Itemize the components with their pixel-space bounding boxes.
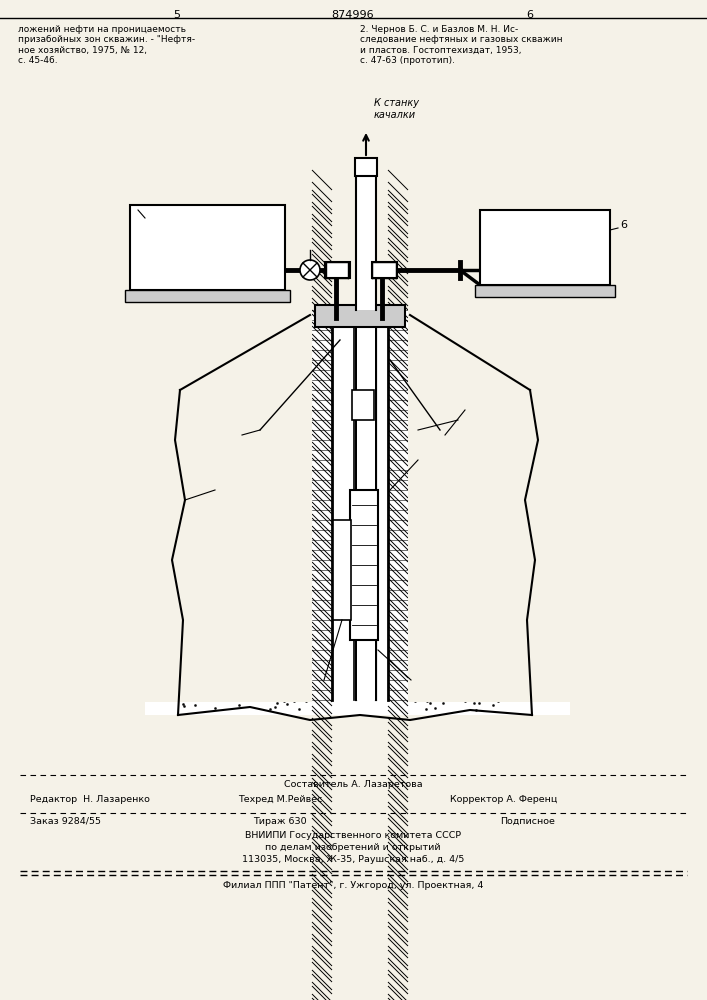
Text: Составитель А. Лазаретова: Составитель А. Лазаретова — [284, 780, 422, 789]
Bar — [315, 305, 405, 327]
Text: 874996: 874996 — [332, 10, 374, 20]
Bar — [312, 310, 408, 700]
Text: К станку
качалки: К станку качалки — [374, 98, 419, 120]
Bar — [372, 262, 397, 278]
Text: Филиал ППП "Патент", г. Ужгород, ул. Проектная, 4: Филиал ППП "Патент", г. Ужгород, ул. Про… — [223, 881, 483, 890]
Text: по делам изобретений и открытий: по делам изобретений и открытий — [265, 843, 440, 852]
Text: 5: 5 — [460, 410, 467, 420]
Text: 2. Чернов Б. С. и Базлов М. Н. Ис-
следование нефтяных и газовых скважин
и пласт: 2. Чернов Б. С. и Базлов М. Н. Ис- следо… — [360, 25, 563, 65]
Text: Подписное: Подписное — [500, 817, 555, 826]
Bar — [80, 310, 298, 340]
Bar — [408, 308, 707, 702]
Text: 6: 6 — [620, 220, 627, 230]
Bar — [125, 290, 290, 302]
Bar — [357, 310, 375, 700]
Bar — [130, 205, 285, 290]
Text: Корректор А. Ференц: Корректор А. Ференц — [450, 795, 557, 804]
Bar — [422, 310, 630, 340]
Text: 3: 3 — [467, 400, 474, 410]
Text: 9: 9 — [140, 215, 147, 225]
Text: 4: 4 — [163, 498, 170, 508]
Text: 7: 7 — [228, 433, 235, 443]
Bar — [352, 390, 374, 420]
Text: ВНИИПИ Государственного комитета СССР: ВНИИПИ Государственного комитета СССР — [245, 831, 461, 840]
Bar — [298, 308, 422, 342]
Bar — [480, 210, 610, 285]
Bar — [350, 490, 378, 640]
Bar — [332, 308, 388, 702]
Text: 6: 6 — [527, 10, 534, 20]
Bar — [357, 175, 375, 310]
Text: 2: 2 — [413, 678, 420, 688]
Text: Заказ 9284/55: Заказ 9284/55 — [30, 817, 101, 826]
Bar — [325, 262, 350, 278]
Text: Редактор  Н. Лазаренко: Редактор Н. Лазаренко — [30, 795, 150, 804]
Text: 8: 8 — [313, 678, 320, 688]
Text: Техред М.Рейвес: Техред М.Рейвес — [238, 795, 322, 804]
Bar — [312, 310, 408, 700]
Text: 5: 5 — [173, 10, 180, 20]
Bar — [333, 520, 351, 620]
Bar — [145, 390, 570, 715]
Bar — [357, 310, 375, 700]
Text: Тираж 630: Тираж 630 — [253, 817, 307, 826]
Text: ложений нефти на проницаемость
призабойных зон скважин. - "Нефтя-
ное хозяйство,: ложений нефти на проницаемость призабойн… — [18, 25, 195, 65]
Bar — [355, 158, 377, 176]
Bar — [0, 308, 312, 702]
Circle shape — [300, 260, 320, 280]
Bar — [475, 285, 615, 297]
Text: 1: 1 — [420, 450, 427, 460]
Text: 113035, Москва, Ж-35, Раушская наб., д. 4/5: 113035, Москва, Ж-35, Раушская наб., д. … — [242, 855, 464, 864]
